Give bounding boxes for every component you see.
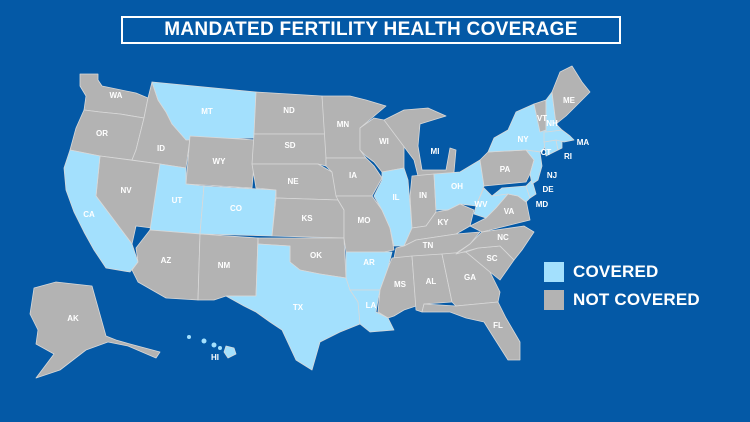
- state-label-ms: MS: [394, 280, 407, 289]
- state-label-or: OR: [96, 129, 108, 138]
- state-label-oh: OH: [451, 182, 463, 191]
- state-hi: [223, 345, 237, 359]
- state-label-wi: WI: [379, 137, 389, 146]
- state-me: [551, 65, 591, 125]
- state-de: [525, 179, 537, 199]
- hawaii-island: [201, 338, 207, 344]
- state-label-ct: CT: [541, 148, 552, 157]
- state-nj: [525, 149, 543, 185]
- state-fl: [421, 301, 521, 361]
- state-label-nd: ND: [283, 106, 295, 115]
- state-label-vt: VT: [537, 114, 547, 123]
- state-ca: [63, 149, 139, 273]
- state-label-ny: NY: [517, 135, 529, 144]
- state-ma: [543, 129, 575, 143]
- state-label-mn: MN: [337, 120, 350, 129]
- legend-item-covered: COVERED: [544, 262, 700, 282]
- state-labels: WA OR ID MT WY NV CA UT CO AZ NM ND SD NE KS OK TX MN IA MO…: [67, 91, 589, 362]
- state-label-mo: MO: [358, 216, 371, 225]
- legend-label-not-covered: NOT COVERED: [573, 290, 700, 309]
- state-label-tn: TN: [423, 241, 434, 250]
- page-title: MANDATED FERTILITY HEALTH COVERAGE: [164, 19, 578, 40]
- legend-swatch-not-covered: [544, 290, 564, 310]
- state-label-id: ID: [157, 144, 165, 153]
- state-label-nj: NJ: [547, 171, 557, 180]
- state-label-ma: MA: [577, 138, 590, 147]
- state-md: [491, 185, 531, 203]
- state-tx: [225, 237, 361, 371]
- state-label-me: ME: [563, 96, 576, 105]
- state-label-ri: RI: [564, 152, 572, 161]
- state-label-hi: HI: [211, 353, 219, 362]
- state-ak: [29, 281, 161, 379]
- state-label-ok: OK: [310, 251, 322, 260]
- legend-label-covered: COVERED: [573, 262, 659, 281]
- state-label-pa: PA: [500, 165, 511, 174]
- state-nh: [545, 91, 563, 133]
- state-label-ut: UT: [172, 196, 183, 205]
- hawaii-islands: [187, 335, 222, 350]
- state-label-sc: SC: [486, 254, 497, 263]
- state-label-ne: NE: [287, 177, 299, 186]
- state-label-ak: AK: [67, 314, 79, 323]
- state-label-mt: MT: [201, 107, 213, 116]
- states-layer: [29, 65, 591, 379]
- state-label-ia: IA: [349, 171, 357, 180]
- state-nc: [455, 225, 535, 261]
- state-label-co: CO: [230, 204, 242, 213]
- state-label-nc: NC: [497, 233, 509, 242]
- state-label-mi: MI: [431, 147, 440, 156]
- state-label-nh: NH: [546, 119, 558, 128]
- state-label-la: LA: [366, 301, 377, 310]
- state-label-wa: WA: [110, 91, 123, 100]
- state-label-ky: KY: [437, 218, 449, 227]
- title-banner: MANDATED FERTILITY HEALTH COVERAGE: [121, 16, 621, 44]
- state-label-sd: SD: [284, 141, 295, 150]
- state-label-md: MD: [536, 200, 549, 209]
- state-label-fl: FL: [493, 321, 503, 330]
- state-label-de: DE: [542, 185, 554, 194]
- state-label-tx: TX: [293, 303, 304, 312]
- legend: COVERED NOT COVERED: [544, 262, 700, 318]
- state-wy: [185, 135, 257, 189]
- hawaii-island: [211, 342, 217, 348]
- state-label-nm: NM: [218, 261, 231, 270]
- state-label-ks: KS: [301, 214, 313, 223]
- state-sd: [251, 133, 327, 167]
- legend-item-not-covered: NOT COVERED: [544, 290, 700, 310]
- state-label-wy: WY: [213, 157, 227, 166]
- state-label-in: IN: [419, 191, 427, 200]
- state-label-ar: AR: [363, 258, 375, 267]
- state-label-ca: CA: [83, 210, 95, 219]
- state-il: [373, 167, 413, 247]
- state-label-va: VA: [504, 207, 515, 216]
- hawaii-island: [187, 335, 191, 339]
- state-label-al: AL: [426, 277, 437, 286]
- state-label-il: IL: [392, 193, 399, 202]
- state-label-ga: GA: [464, 273, 476, 282]
- state-la: [349, 289, 395, 333]
- state-label-nv: NV: [120, 186, 132, 195]
- hawaii-island: [218, 346, 222, 350]
- state-label-wv: WV: [475, 200, 489, 209]
- state-label-az: AZ: [161, 256, 172, 265]
- legend-swatch-covered: [544, 262, 564, 282]
